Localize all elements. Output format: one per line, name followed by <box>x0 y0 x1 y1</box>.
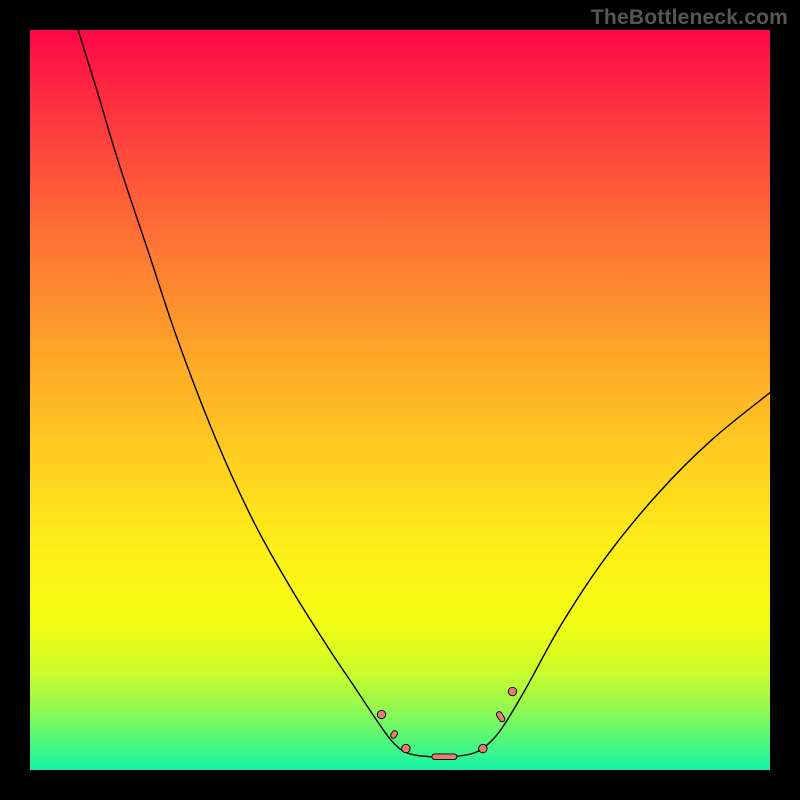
marker-6 <box>508 687 516 695</box>
marker-3 <box>432 754 457 760</box>
plot-background <box>30 30 770 770</box>
marker-0 <box>377 710 385 718</box>
marker-4 <box>479 744 487 752</box>
marker-2 <box>402 744 410 752</box>
plot-svg <box>30 30 770 770</box>
plot-area <box>30 30 770 770</box>
chart-root: TheBottleneck.com <box>0 0 800 800</box>
watermark-text: TheBottleneck.com <box>591 6 788 30</box>
